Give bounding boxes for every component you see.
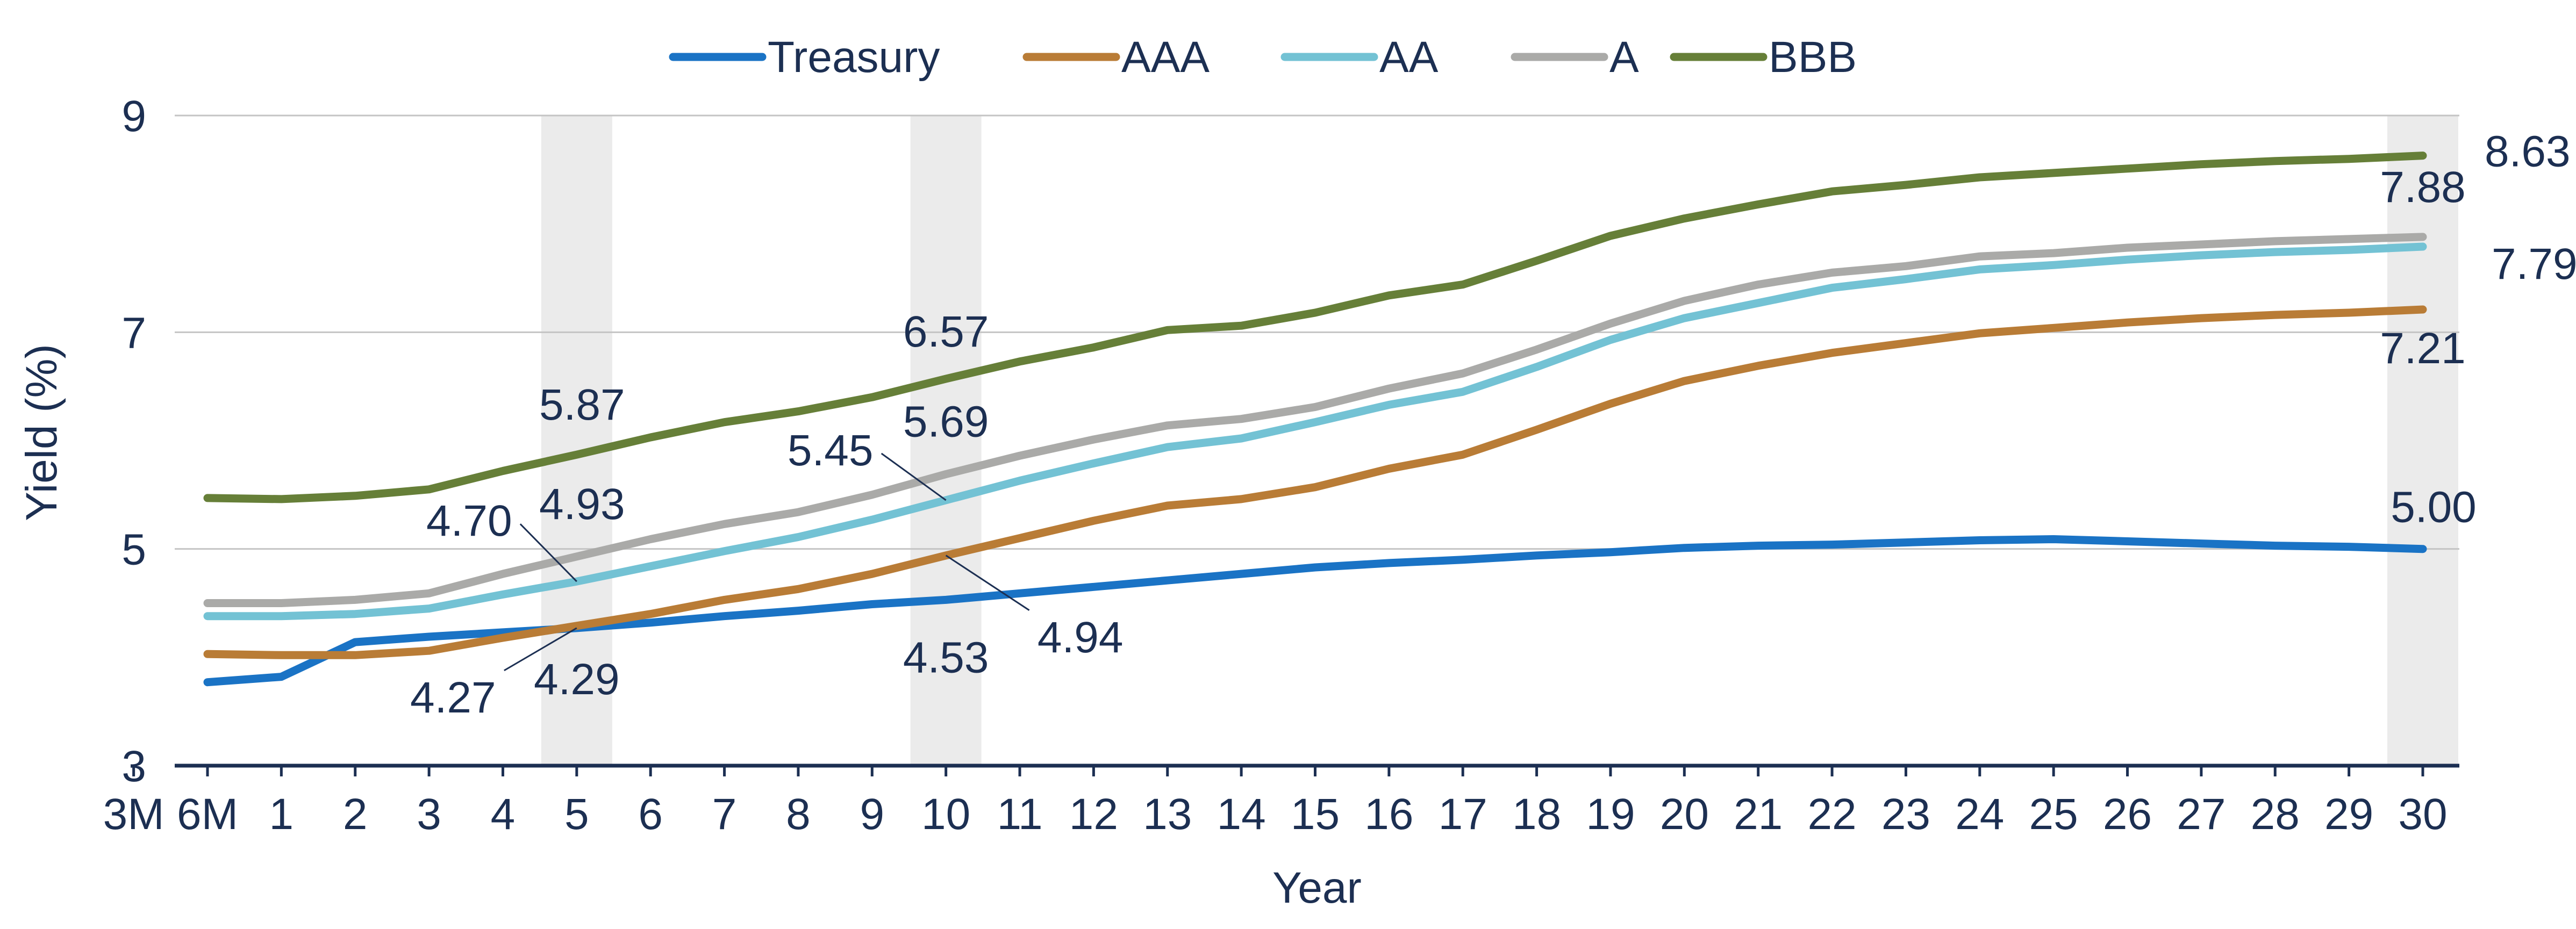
x-tick-label-4: 4 (491, 790, 516, 839)
x-tick-label-22: 22 (1807, 790, 1856, 839)
x-tick-label-29: 29 (2324, 790, 2373, 839)
x-tick-label-15: 15 (1291, 790, 1340, 839)
highlight-band-5 (541, 116, 612, 766)
data-label-aa-5: 4.70 (426, 496, 512, 545)
x-tick-label-21: 21 (1734, 790, 1783, 839)
data-label-a-30: 7.88 (2380, 163, 2466, 212)
x-tick-label-27: 27 (2177, 790, 2226, 839)
series-line-bbb (203, 152, 2427, 503)
x-tick-label-26: 26 (2103, 790, 2152, 839)
x-axis: 3M 6M 1 2 3 4 5 6 7 8 9 10 11 12 13 14 15 16 17 18 19 20 21 22 2… (103, 764, 2459, 839)
x-tick-label-23: 23 (1881, 790, 1930, 839)
highlight-band-30 (2387, 116, 2458, 766)
y-tick-label-7: 7 (121, 308, 146, 357)
data-label-a-5: 4.93 (539, 480, 625, 529)
grid-lines (175, 114, 2459, 550)
x-tick-label-6M: 6M (177, 790, 238, 839)
legend-label-aa: AA (1379, 33, 1439, 82)
x-tick-label-1: 1 (269, 790, 294, 839)
data-label-aaa-30: 7.21 (2380, 324, 2466, 373)
data-labels: 5.87 6.57 8.63 4.93 5.69 7.88 4.70 5.45 7.79 4.29… (410, 127, 2576, 722)
series-line-aa (203, 242, 2427, 621)
legend-label-bbb: BBB (1769, 33, 1857, 82)
highlight-bands (541, 116, 2458, 766)
data-label-treasury-5: 4.27 (410, 673, 496, 722)
x-tick-label-30: 30 (2398, 790, 2447, 839)
y-tick-label-9: 9 (121, 92, 146, 141)
x-tick-label-7: 7 (712, 790, 737, 839)
series-line-aaa (203, 305, 2427, 659)
x-tick-label-17: 17 (1439, 790, 1487, 839)
leader-line-aaa-10 (945, 554, 1030, 611)
x-tick-label-13: 13 (1143, 790, 1192, 839)
leader-line-aa-10 (881, 452, 947, 501)
x-tick-label-2: 2 (343, 790, 368, 839)
series-line-a (203, 233, 2427, 607)
x-tick-label-3: 3 (417, 790, 441, 839)
x-tick-label-14: 14 (1217, 790, 1266, 839)
x-tick-label-9: 9 (860, 790, 884, 839)
data-label-aaa-10: 4.94 (1037, 613, 1124, 662)
legend-label-aaa: AAA (1121, 33, 1210, 82)
annotation-leaders (504, 452, 1030, 672)
data-label-aaa-5: 4.29 (534, 655, 620, 704)
data-label-aa-30: 7.79 (2492, 240, 2576, 289)
x-tick-label-19: 19 (1586, 790, 1635, 839)
data-label-aa-10: 5.45 (788, 426, 874, 475)
leader-line-aa-5 (519, 523, 577, 582)
data-label-treasury-10: 4.53 (903, 633, 989, 682)
x-tick-label-24: 24 (1955, 790, 2004, 839)
highlight-band-10 (910, 116, 982, 766)
x-tick-label-10: 10 (921, 790, 970, 839)
data-label-a-10: 5.69 (903, 398, 989, 447)
data-label-treasury-30: 5.00 (2391, 483, 2477, 532)
legend: Treasury AAA AA A BBB (669, 33, 1857, 82)
leader-line-treasury-5 (504, 627, 577, 672)
y-axis-ticks: 3579 (121, 92, 146, 791)
x-tick-label-16: 16 (1364, 790, 1413, 839)
data-label-bbb-30: 8.63 (2485, 127, 2571, 176)
x-tick-label-5: 5 (564, 790, 589, 839)
y-tick-label-5: 5 (121, 525, 146, 574)
x-tick-label-11: 11 (997, 790, 1042, 839)
x-tick-label-12: 12 (1069, 790, 1118, 839)
data-label-bbb-10: 6.57 (903, 307, 989, 356)
y-axis-label: Yield (%) (17, 344, 66, 521)
x-tick-label-18: 18 (1512, 790, 1561, 839)
data-label-bbb-5: 5.87 (539, 380, 625, 429)
legend-label-a: A (1609, 33, 1639, 82)
x-tick-label-6: 6 (638, 790, 663, 839)
x-axis-label: Year (1272, 863, 1362, 912)
x-tick-label-25: 25 (2029, 790, 2078, 839)
x-tick-label-3M: 3M (103, 790, 164, 839)
x-tick-label-28: 28 (2251, 790, 2300, 839)
x-tick-label-8: 8 (786, 790, 811, 839)
x-tick-label-20: 20 (1660, 790, 1709, 839)
legend-label-treasury: Treasury (768, 33, 940, 82)
